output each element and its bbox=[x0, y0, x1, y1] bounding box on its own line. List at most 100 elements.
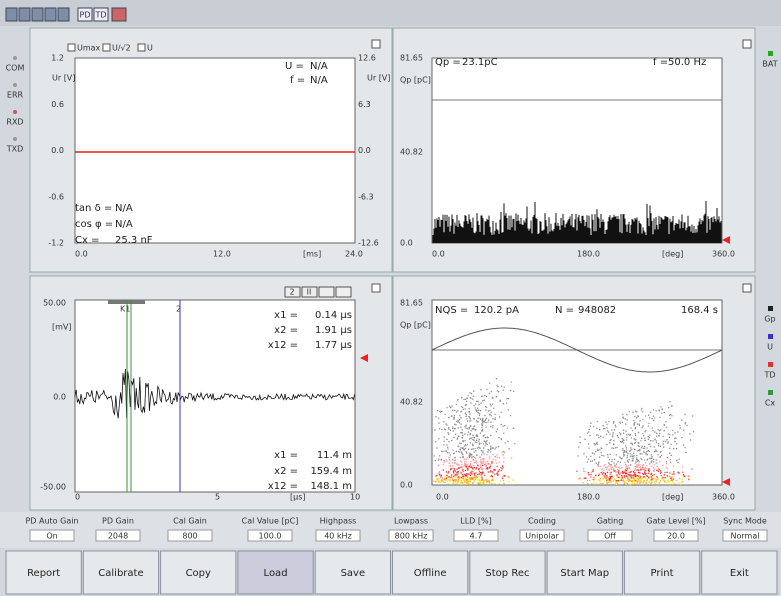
setting-field[interactable] bbox=[167, 529, 213, 542]
button-label[interactable]: Save bbox=[341, 568, 366, 579]
pd-point bbox=[671, 476, 673, 478]
pd-point bbox=[483, 482, 485, 484]
pd-point bbox=[635, 457, 638, 459]
pd-point bbox=[634, 466, 637, 468]
nav-button[interactable] bbox=[284, 286, 301, 298]
pd-point bbox=[503, 461, 505, 463]
tool-icon[interactable] bbox=[44, 7, 57, 22]
pd-point bbox=[480, 464, 482, 466]
checkbox[interactable] bbox=[137, 43, 146, 52]
button-label[interactable]: Print bbox=[651, 568, 674, 579]
setting-field[interactable] bbox=[95, 529, 141, 542]
checkbox[interactable] bbox=[102, 43, 111, 52]
tool-icon[interactable] bbox=[5, 7, 18, 22]
panel-checkbox[interactable] bbox=[742, 39, 752, 49]
panel-checkbox[interactable] bbox=[371, 283, 381, 293]
checkbox-label: U bbox=[147, 44, 153, 53]
pd-point bbox=[490, 434, 492, 437]
tool-icon[interactable] bbox=[18, 7, 31, 22]
pd-point bbox=[609, 453, 611, 455]
button[interactable] bbox=[546, 550, 623, 595]
pd-point bbox=[495, 431, 498, 433]
pd-point bbox=[455, 472, 458, 474]
nav-button[interactable] bbox=[318, 286, 335, 298]
button-label[interactable]: Calibrate bbox=[98, 568, 143, 579]
setting-field[interactable] bbox=[315, 529, 361, 542]
pd-point bbox=[443, 461, 445, 463]
pd-point bbox=[646, 450, 648, 453]
pd-point bbox=[462, 457, 464, 459]
pd-point bbox=[589, 479, 591, 482]
pd-point bbox=[442, 479, 444, 481]
setting-label: Lowpass bbox=[394, 517, 428, 526]
pd-point bbox=[613, 429, 615, 431]
button-label[interactable]: Copy bbox=[186, 568, 211, 579]
button[interactable] bbox=[469, 550, 546, 595]
setting-field[interactable] bbox=[587, 529, 633, 542]
pd-point bbox=[598, 473, 600, 475]
setting-field[interactable] bbox=[453, 529, 499, 542]
pd-point bbox=[477, 400, 479, 403]
setting-field[interactable] bbox=[29, 529, 75, 542]
pd-point bbox=[458, 467, 461, 469]
pd-point bbox=[640, 477, 642, 479]
button-label[interactable]: Report bbox=[27, 568, 60, 579]
pd-point bbox=[679, 477, 681, 480]
button[interactable] bbox=[392, 550, 469, 595]
pd-point bbox=[468, 455, 470, 457]
setting-field[interactable] bbox=[388, 529, 434, 542]
button[interactable] bbox=[5, 550, 82, 595]
panel-checkbox[interactable] bbox=[371, 39, 381, 49]
pd-point bbox=[651, 481, 653, 483]
pd-point bbox=[468, 428, 470, 430]
tool-icon[interactable] bbox=[111, 7, 127, 22]
pd-point bbox=[476, 439, 478, 441]
pd-point bbox=[603, 475, 605, 477]
pd-point bbox=[472, 434, 474, 436]
checkbox[interactable] bbox=[67, 43, 76, 52]
pd-point bbox=[592, 426, 595, 428]
pd-point bbox=[483, 480, 485, 482]
pd-point bbox=[454, 474, 456, 476]
button-label[interactable]: Exit bbox=[730, 568, 749, 579]
setting-field[interactable] bbox=[653, 529, 699, 542]
button-label[interactable]: Start Map bbox=[560, 568, 609, 579]
status-led bbox=[13, 110, 17, 114]
tool-icon[interactable] bbox=[31, 7, 44, 22]
pd-point bbox=[461, 397, 463, 399]
pd-point bbox=[461, 466, 463, 468]
pd-point bbox=[481, 468, 483, 470]
pd-point bbox=[453, 467, 455, 470]
pd-point bbox=[644, 437, 646, 440]
pd-point bbox=[659, 482, 661, 484]
setting-field[interactable] bbox=[519, 529, 565, 542]
tool-button[interactable] bbox=[93, 7, 109, 22]
pd-point bbox=[610, 438, 612, 441]
tool-button[interactable] bbox=[77, 7, 93, 22]
pd-point bbox=[659, 445, 661, 447]
pd-point bbox=[636, 475, 638, 478]
pd-point bbox=[664, 471, 666, 474]
pd-point bbox=[636, 458, 639, 461]
pd-point bbox=[469, 474, 472, 476]
pd-point bbox=[510, 381, 512, 383]
status-led bbox=[768, 51, 773, 56]
pd-point bbox=[636, 483, 638, 485]
nav-button[interactable] bbox=[335, 286, 352, 298]
nav-button[interactable] bbox=[301, 286, 318, 298]
button[interactable] bbox=[314, 550, 392, 595]
pd-point bbox=[449, 454, 451, 456]
tool-icon[interactable] bbox=[57, 7, 70, 22]
button[interactable] bbox=[82, 550, 160, 595]
button[interactable] bbox=[623, 550, 701, 595]
button-label[interactable]: Offline bbox=[414, 568, 447, 579]
button[interactable] bbox=[701, 550, 778, 595]
setting-field[interactable] bbox=[722, 529, 768, 542]
panel-checkbox[interactable] bbox=[742, 283, 752, 293]
button-label[interactable]: Stop Rec bbox=[485, 568, 529, 579]
button[interactable] bbox=[160, 550, 237, 595]
pd-point bbox=[646, 465, 648, 467]
setting-field[interactable] bbox=[247, 529, 293, 542]
pd-point bbox=[630, 477, 632, 479]
pd-point bbox=[625, 423, 627, 425]
